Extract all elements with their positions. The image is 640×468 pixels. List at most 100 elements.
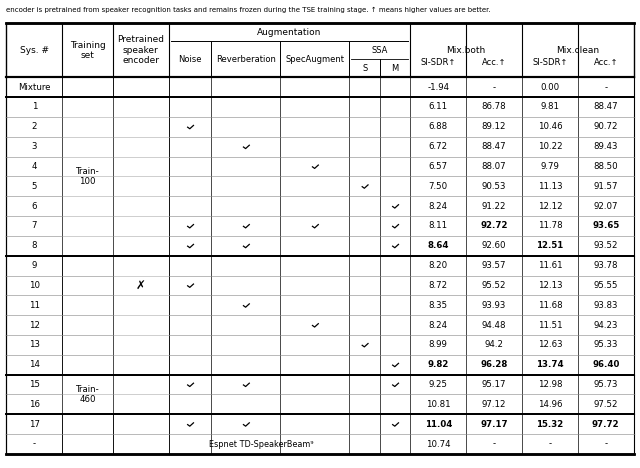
Text: 89.12: 89.12 [482, 122, 506, 132]
Text: 16: 16 [29, 400, 40, 409]
Text: Sys. #: Sys. # [20, 46, 49, 55]
Text: 0.00: 0.00 [540, 83, 559, 92]
Text: 91.22: 91.22 [482, 202, 506, 211]
Text: 96.28: 96.28 [481, 360, 508, 369]
Text: 8.99: 8.99 [429, 340, 447, 350]
Text: 9.82: 9.82 [428, 360, 449, 369]
Text: -: - [548, 439, 552, 448]
Text: 8.35: 8.35 [429, 301, 448, 310]
Text: 11.61: 11.61 [538, 261, 562, 270]
Text: 92.72: 92.72 [480, 221, 508, 230]
Text: 9.81: 9.81 [540, 102, 559, 111]
Text: 4: 4 [31, 162, 37, 171]
Text: 94.2: 94.2 [484, 340, 504, 350]
Text: 7.50: 7.50 [429, 182, 448, 191]
Text: 11.68: 11.68 [538, 301, 562, 310]
Text: ✗: ✗ [136, 279, 146, 292]
Text: 6: 6 [31, 202, 37, 211]
Text: 97.12: 97.12 [482, 400, 506, 409]
Text: -: - [604, 83, 607, 92]
Text: 95.55: 95.55 [593, 281, 618, 290]
Text: -1.94: -1.94 [427, 83, 449, 92]
Text: 86.78: 86.78 [482, 102, 506, 111]
Text: 93.78: 93.78 [593, 261, 618, 270]
Text: 8.72: 8.72 [429, 281, 448, 290]
Text: 8.64: 8.64 [428, 241, 449, 250]
Text: 6.11: 6.11 [429, 102, 448, 111]
Text: 96.40: 96.40 [592, 360, 620, 369]
Text: 97.52: 97.52 [593, 400, 618, 409]
Bar [113, 97, 169, 256]
Text: 92.60: 92.60 [482, 241, 506, 250]
Text: 6.88: 6.88 [429, 122, 448, 132]
Text: 1: 1 [31, 102, 37, 111]
Text: -: - [493, 439, 495, 448]
Text: 93.93: 93.93 [482, 301, 506, 310]
Bar [113, 256, 169, 395]
Text: 10.74: 10.74 [426, 439, 451, 448]
Text: 15.32: 15.32 [536, 420, 563, 429]
Text: 8.24: 8.24 [429, 202, 448, 211]
Text: 3: 3 [31, 142, 37, 151]
Text: Noise: Noise [179, 55, 202, 64]
Text: 15: 15 [29, 380, 40, 389]
Text: 91.57: 91.57 [593, 182, 618, 191]
Text: 11.78: 11.78 [538, 221, 562, 230]
Text: 95.17: 95.17 [482, 380, 506, 389]
Text: 10: 10 [29, 281, 40, 290]
Text: 8.20: 8.20 [429, 261, 448, 270]
Text: Mixture: Mixture [18, 83, 51, 92]
Text: SI-SDR↑: SI-SDR↑ [420, 58, 456, 66]
Text: 12: 12 [29, 321, 40, 329]
Bar [113, 375, 169, 414]
Text: 7: 7 [31, 221, 37, 230]
Text: 12.12: 12.12 [538, 202, 562, 211]
Text: 88.47: 88.47 [593, 102, 618, 111]
Text: 94.23: 94.23 [593, 321, 618, 329]
Text: Train-
460: Train- 460 [76, 385, 99, 404]
Text: Pretrained
speaker
encoder: Pretrained speaker encoder [117, 36, 164, 65]
Text: Augmentation: Augmentation [257, 28, 322, 37]
Text: M: M [392, 64, 399, 73]
Text: 97.17: 97.17 [480, 420, 508, 429]
Text: Train-
100: Train- 100 [76, 167, 99, 186]
Text: 97.72: 97.72 [592, 420, 620, 429]
Text: Mix.both: Mix.both [447, 46, 486, 55]
Text: 95.33: 95.33 [593, 340, 618, 350]
Text: 92.07: 92.07 [593, 202, 618, 211]
Text: Acc.↑: Acc.↑ [482, 58, 506, 66]
Text: 12.13: 12.13 [538, 281, 562, 290]
Text: 90.72: 90.72 [593, 122, 618, 132]
Text: 89.43: 89.43 [593, 142, 618, 151]
Text: 93.83: 93.83 [593, 301, 618, 310]
Text: S: S [362, 64, 367, 73]
Text: SSA: SSA [372, 45, 388, 55]
Text: 13.74: 13.74 [536, 360, 564, 369]
Text: 13: 13 [29, 340, 40, 350]
Text: -: - [493, 83, 495, 92]
Text: 88.50: 88.50 [593, 162, 618, 171]
Text: 94.48: 94.48 [482, 321, 506, 329]
Text: 5: 5 [31, 182, 37, 191]
Text: 11.04: 11.04 [424, 420, 452, 429]
Text: 11.51: 11.51 [538, 321, 562, 329]
Text: encoder is pretrained from speaker recognition tasks and remains frozen during t: encoder is pretrained from speaker recog… [6, 7, 491, 13]
Text: 88.07: 88.07 [482, 162, 506, 171]
Text: 11: 11 [29, 301, 40, 310]
Text: 93.65: 93.65 [592, 221, 620, 230]
Text: Espnet TD-SpeakerBeam⁹: Espnet TD-SpeakerBeam⁹ [209, 439, 314, 448]
Text: 12.98: 12.98 [538, 380, 562, 389]
Text: Mix.clean: Mix.clean [556, 46, 599, 55]
Text: 93.52: 93.52 [593, 241, 618, 250]
Text: 2: 2 [31, 122, 37, 132]
Text: 14.96: 14.96 [538, 400, 562, 409]
Text: 95.73: 95.73 [593, 380, 618, 389]
Text: 8: 8 [31, 241, 37, 250]
Text: SI-SDR↑: SI-SDR↑ [532, 58, 568, 66]
Text: 12.51: 12.51 [536, 241, 563, 250]
Text: 9.25: 9.25 [429, 380, 448, 389]
Text: 93.57: 93.57 [482, 261, 506, 270]
Text: -: - [33, 439, 36, 448]
Text: 11.13: 11.13 [538, 182, 562, 191]
Text: Training
set: Training set [70, 41, 106, 60]
